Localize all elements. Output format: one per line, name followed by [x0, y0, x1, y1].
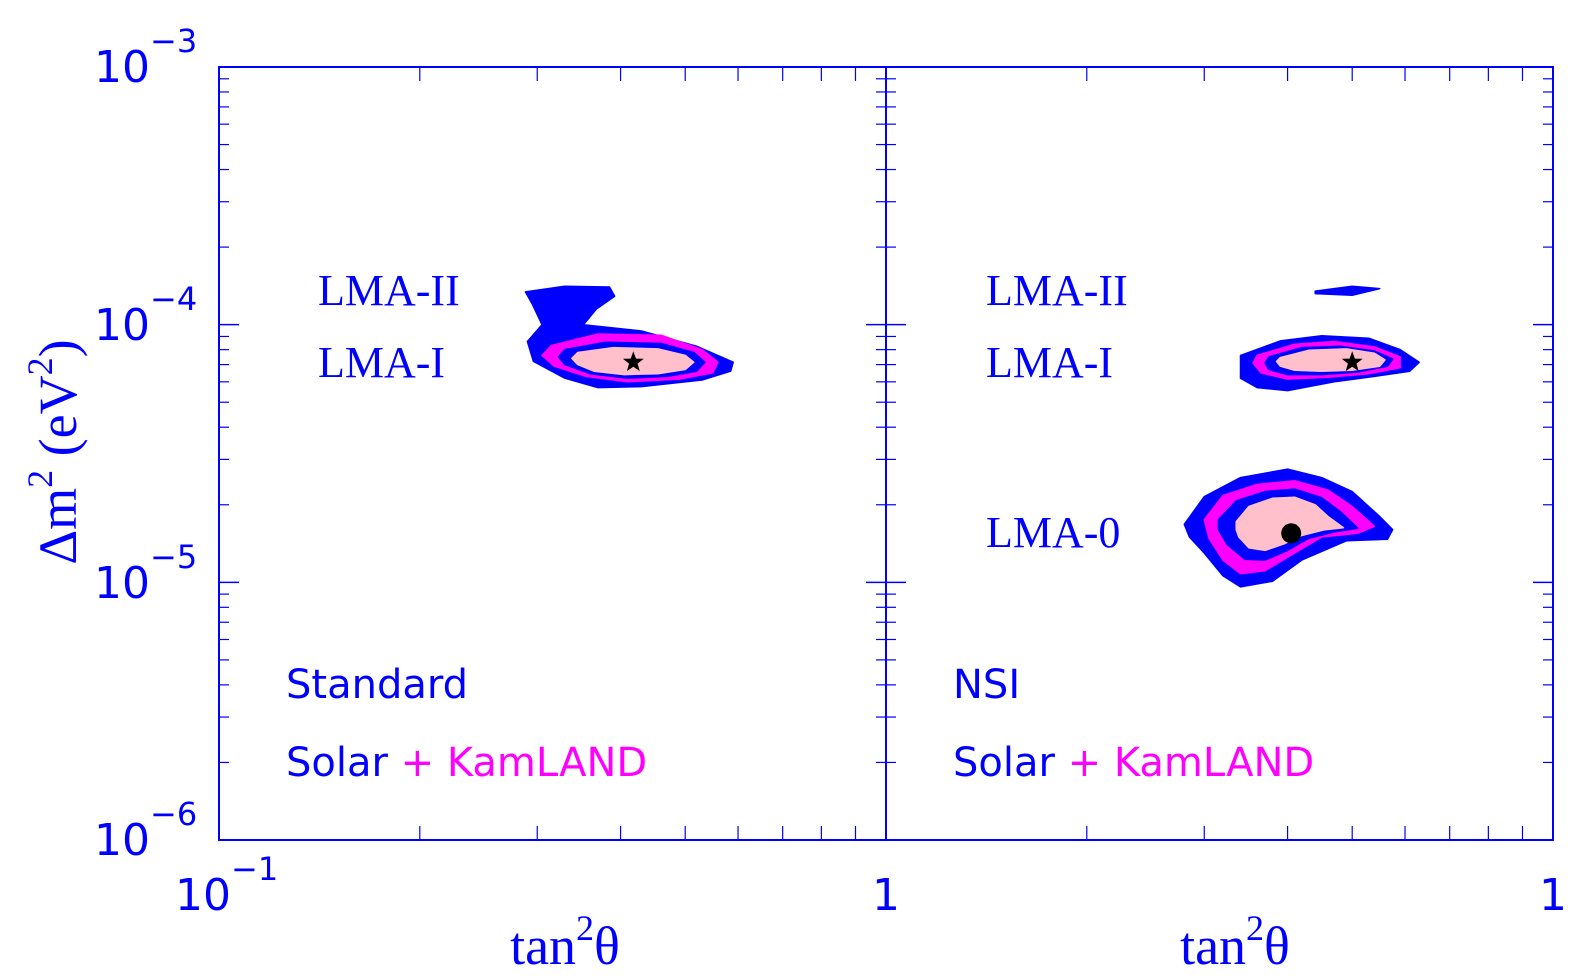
- x-tick-label: 1: [872, 870, 900, 921]
- region-label-lma-i: LMA-I: [318, 338, 445, 387]
- legend-title-nsi: NSI: [953, 662, 1020, 708]
- x-tick-label: 1: [1539, 870, 1567, 921]
- contour-region-inner: [1275, 348, 1386, 372]
- nsi-contours: [1183, 285, 1420, 588]
- y-axis-title: Δm2 (eV2): [20, 339, 88, 564]
- region-label-lma-ii: LMA-II: [986, 266, 1128, 315]
- region-label-lma-ii: LMA-II: [318, 266, 460, 315]
- x-tick-labels: 10−1 1 1: [175, 850, 1567, 921]
- y-tick-label: 10−6: [94, 795, 197, 866]
- contour-region-outer: [1314, 285, 1381, 297]
- legend-title-standard: Standard: [286, 662, 468, 708]
- best-fit-star: [622, 351, 644, 372]
- best-fit-star: [1341, 351, 1363, 372]
- region-label-lma-0: LMA-0: [986, 508, 1120, 557]
- best-fit-dot: [1281, 523, 1302, 544]
- legend-entry-nsi: Solar + KamLAND: [953, 740, 1314, 786]
- standard-plot-frame: [218, 66, 887, 841]
- y-tick-label: 10−3: [94, 22, 197, 93]
- axis-ticks: [219, 66, 1553, 841]
- region-label-lma-i: LMA-I: [986, 338, 1113, 387]
- x-tick-label: 10−1: [175, 850, 278, 921]
- legend-entry-standard: Solar + KamLAND: [286, 740, 647, 786]
- best-fit-markers: [622, 351, 1363, 544]
- standard-contours: [524, 285, 734, 389]
- y-tick-label: 10−5: [94, 538, 197, 609]
- x-axis-title-standard: tan2θ: [510, 908, 620, 976]
- y-tick-labels: 10−3 10−4 10−5 10−6: [94, 22, 197, 866]
- x-axis-title-nsi: tan2θ: [1180, 908, 1290, 976]
- y-tick-label: 10−4: [94, 280, 197, 351]
- nsi-plot-frame: [885, 66, 1554, 841]
